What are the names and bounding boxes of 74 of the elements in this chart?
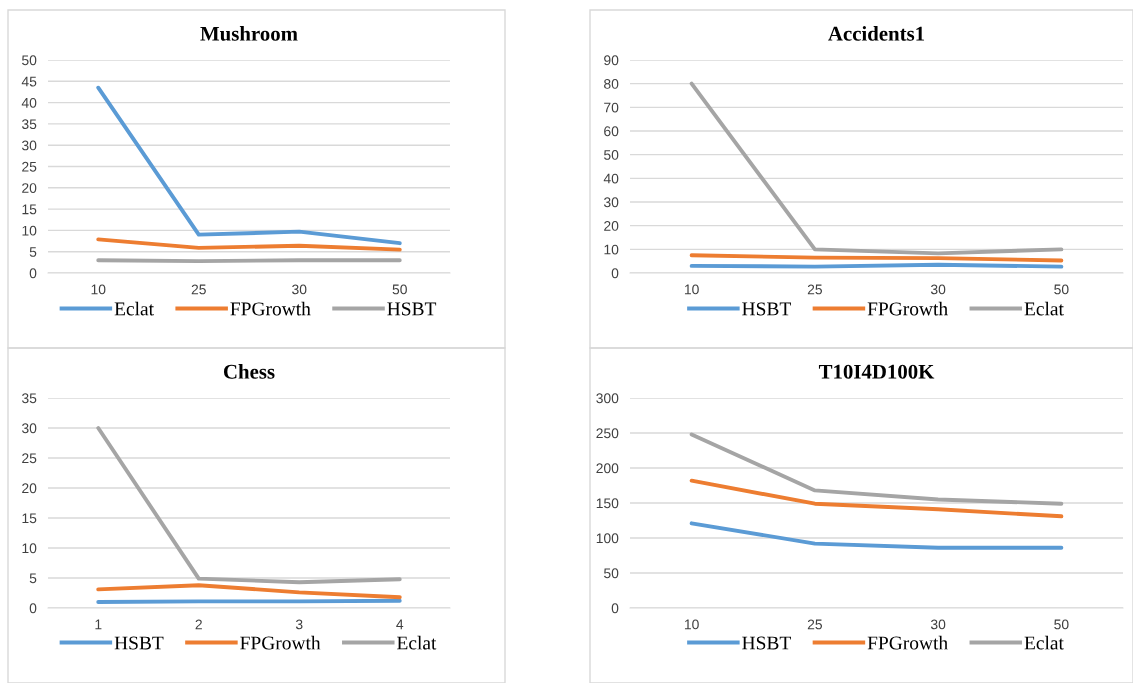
- y-tick-label: 30: [603, 197, 619, 208]
- x-tick-label: 50: [1054, 284, 1069, 295]
- y-tick-label: 50: [22, 55, 37, 66]
- legend-label: HSBT: [742, 302, 791, 316]
- y-tick-label: 250: [596, 428, 619, 439]
- x-tick-label: 2: [195, 619, 202, 630]
- y-tick-label: 0: [611, 268, 619, 279]
- legend-label: FPGrowth: [867, 301, 948, 316]
- legend-label: HSBT: [742, 636, 791, 650]
- legend-label: Eclat: [1024, 301, 1064, 316]
- y-tick-label: 150: [596, 498, 619, 509]
- legend-label: Eclat: [1024, 635, 1064, 650]
- x-tick-label: 25: [191, 284, 206, 295]
- y-tick-label: 10: [22, 225, 37, 236]
- legend-label: Eclat: [114, 301, 154, 316]
- x-tick-label: 3: [295, 619, 303, 630]
- y-tick-label: 200: [596, 463, 619, 474]
- y-tick-label: 300: [596, 393, 619, 404]
- y-tick-label: 25: [22, 161, 37, 172]
- x-tick-label: 30: [930, 619, 946, 630]
- x-tick-label: 50: [1054, 619, 1069, 630]
- chart-title: Chess: [223, 364, 275, 379]
- x-tick-label: 10: [684, 619, 699, 630]
- legend-label: HSBT: [387, 302, 437, 316]
- legend-label: FPGrowth: [230, 301, 311, 316]
- chart-title: Mushroom: [200, 26, 298, 41]
- x-tick-label: 25: [807, 284, 823, 295]
- legend-label: FPGrowth: [867, 635, 948, 650]
- y-tick-label: 0: [29, 268, 37, 279]
- chart-title: T10I4D100K: [818, 364, 935, 379]
- line-series: [96, 426, 402, 585]
- x-tick-label: 25: [807, 619, 823, 630]
- y-tick-label: 20: [22, 483, 37, 494]
- y-tick-label: 0: [611, 603, 619, 614]
- y-tick-label: 35: [21, 393, 37, 404]
- x-tick-label: 10: [684, 284, 699, 295]
- y-tick-label: 0: [29, 603, 37, 614]
- y-tick-label: 35: [21, 119, 37, 130]
- x-tick-label: 50: [392, 284, 407, 295]
- line-series: [689, 432, 1064, 506]
- y-tick-label: 45: [21, 76, 37, 87]
- y-tick-label: 50: [604, 150, 619, 160]
- y-tick-label: 90: [604, 55, 619, 66]
- line-series: [96, 237, 402, 252]
- y-tick-label: 10: [22, 543, 37, 554]
- legend-label: Eclat: [397, 635, 437, 650]
- x-tick-label: 30: [292, 284, 307, 295]
- y-tick-label: 80: [604, 79, 619, 89]
- line-series: [96, 583, 402, 600]
- y-tick-label: 40: [603, 173, 619, 184]
- y-tick-label: 5: [29, 247, 37, 257]
- y-tick-label: 15: [22, 513, 37, 524]
- y-tick-label: 30: [21, 140, 37, 151]
- y-tick-label: 70: [604, 102, 619, 113]
- y-tick-label: 5: [29, 573, 37, 584]
- legend-label: FPGrowth: [240, 635, 321, 650]
- y-tick-label: 40: [21, 97, 37, 108]
- y-tick-label: 100: [596, 533, 619, 544]
- line-series: [96, 85, 402, 246]
- x-tick-label: 10: [91, 284, 106, 295]
- y-tick-label: 20: [22, 183, 37, 193]
- y-tick-label: 20: [604, 221, 619, 231]
- y-tick-label: 25: [22, 453, 37, 464]
- legend-label: HSBT: [114, 636, 164, 650]
- y-tick-label: 50: [604, 568, 619, 579]
- x-tick-label: 4: [396, 619, 404, 630]
- chart-title: Accidents1: [828, 26, 925, 41]
- x-tick-label: 1: [95, 619, 102, 630]
- line-series: [689, 478, 1064, 519]
- x-tick-label: 30: [930, 284, 946, 295]
- y-tick-label: 10: [604, 244, 619, 255]
- y-tick-label: 30: [21, 423, 37, 434]
- y-tick-label: 15: [22, 204, 37, 215]
- y-tick-label: 60: [604, 126, 619, 137]
